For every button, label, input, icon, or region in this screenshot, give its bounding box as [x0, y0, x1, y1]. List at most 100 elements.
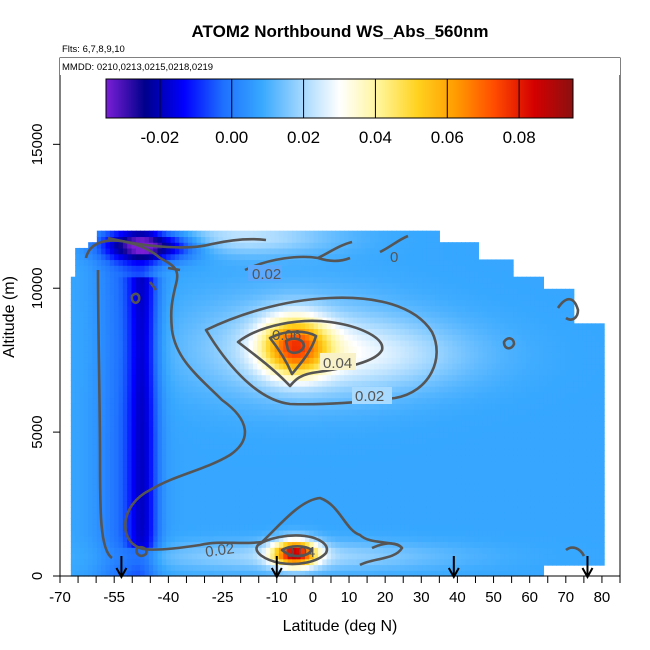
heatmap-cell	[369, 483, 375, 491]
heatmap-cell	[157, 449, 163, 456]
heatmap-cell	[365, 259, 371, 266]
heatmap-cell	[283, 455, 289, 462]
heatmap-cell	[335, 524, 341, 531]
heatmap-cell	[417, 351, 423, 358]
heatmap-cell	[200, 437, 206, 445]
heatmap-cell	[409, 403, 414, 410]
heatmap-cell	[70, 506, 76, 514]
heatmap-cell	[422, 259, 427, 266]
heatmap-cell	[257, 495, 263, 502]
heatmap-cell	[170, 403, 176, 410]
heatmap-cell	[239, 495, 245, 502]
heatmap-cell	[339, 535, 345, 543]
heatmap-cell	[422, 345, 427, 353]
heatmap-cell	[361, 426, 367, 433]
heatmap-cell	[161, 460, 167, 468]
heatmap-cell	[335, 374, 341, 381]
heatmap-cell	[70, 368, 76, 376]
heatmap-cell	[361, 236, 367, 243]
heatmap-cell	[313, 247, 319, 255]
heatmap-cell	[122, 322, 128, 330]
heatmap-cell	[187, 524, 193, 531]
heatmap-cell	[422, 368, 427, 376]
heatmap-cell	[213, 483, 219, 491]
heatmap-cell	[409, 535, 414, 543]
heatmap-cell	[283, 529, 289, 537]
heatmap-cell	[300, 230, 306, 238]
heatmap-cell	[200, 506, 206, 514]
heatmap-cell	[296, 489, 302, 497]
heatmap-cell	[153, 478, 159, 485]
heatmap-cell	[348, 299, 354, 307]
heatmap-cell	[409, 282, 414, 289]
heatmap-cell	[235, 259, 241, 266]
heatmap-cell	[70, 478, 76, 485]
heatmap-cell	[248, 345, 254, 353]
heatmap-cell	[409, 288, 414, 295]
heatmap-cell	[192, 236, 198, 243]
heatmap-cell	[244, 259, 250, 266]
heatmap-cell	[101, 305, 107, 312]
heatmap-cell	[278, 564, 284, 571]
heatmap-cell	[400, 386, 406, 393]
heatmap-cell	[400, 403, 406, 410]
heatmap-cell	[278, 293, 284, 301]
heatmap-cell	[387, 466, 393, 473]
heatmap-cell	[313, 414, 319, 422]
heatmap-cell	[409, 437, 414, 445]
heatmap-cell	[75, 328, 81, 335]
heatmap-cell	[140, 317, 146, 324]
heatmap-cell	[287, 386, 293, 393]
heatmap-cell	[79, 501, 85, 508]
heatmap-cell	[157, 489, 163, 497]
heatmap-cell	[131, 351, 137, 358]
heatmap-cell	[283, 420, 289, 427]
heatmap-cell	[144, 432, 150, 439]
heatmap-cell	[231, 570, 237, 577]
heatmap-cell	[153, 363, 159, 370]
heatmap-cell	[417, 420, 423, 427]
heatmap-cell	[157, 518, 163, 525]
heatmap-cell	[235, 374, 241, 381]
heatmap-cell	[157, 265, 163, 272]
heatmap-cell	[161, 334, 167, 341]
heatmap-cell	[135, 357, 141, 364]
heatmap-cell	[127, 334, 133, 341]
heatmap-cell	[209, 374, 215, 381]
heatmap-cell	[322, 535, 328, 543]
heatmap-cell	[213, 403, 219, 410]
heatmap-cell	[79, 288, 85, 295]
heatmap-cell	[127, 391, 133, 399]
heatmap-cell	[417, 293, 423, 301]
heatmap-cell	[382, 242, 388, 249]
heatmap-cell	[261, 409, 267, 416]
heatmap-cell	[309, 409, 315, 416]
heatmap-cell	[187, 570, 193, 577]
heatmap-cell	[404, 535, 410, 543]
heatmap-cell	[409, 299, 414, 307]
heatmap-cell	[153, 317, 159, 324]
heatmap-cell	[239, 247, 245, 255]
heatmap-cell	[413, 340, 419, 347]
heatmap-cell	[430, 524, 436, 531]
heatmap-cell	[352, 328, 358, 335]
heatmap-cell	[369, 242, 375, 249]
heatmap-cell	[265, 317, 271, 324]
heatmap-cell	[335, 541, 341, 548]
heatmap-cell	[396, 570, 401, 577]
heatmap-cell	[135, 460, 141, 468]
heatmap-cell	[361, 432, 367, 439]
heatmap-cell	[287, 506, 293, 514]
heatmap-cell	[122, 449, 128, 456]
heatmap-cell	[356, 501, 362, 508]
heatmap-cell	[270, 386, 276, 393]
heatmap-cell	[213, 236, 219, 243]
heatmap-cell	[265, 443, 271, 450]
heatmap-cell	[396, 288, 401, 295]
heatmap-cell	[309, 501, 315, 508]
heatmap-cell	[70, 380, 76, 387]
heatmap-cell	[382, 317, 388, 324]
heatmap-cell	[127, 512, 133, 520]
heatmap-cell	[213, 478, 219, 485]
heatmap-cell	[209, 409, 215, 416]
